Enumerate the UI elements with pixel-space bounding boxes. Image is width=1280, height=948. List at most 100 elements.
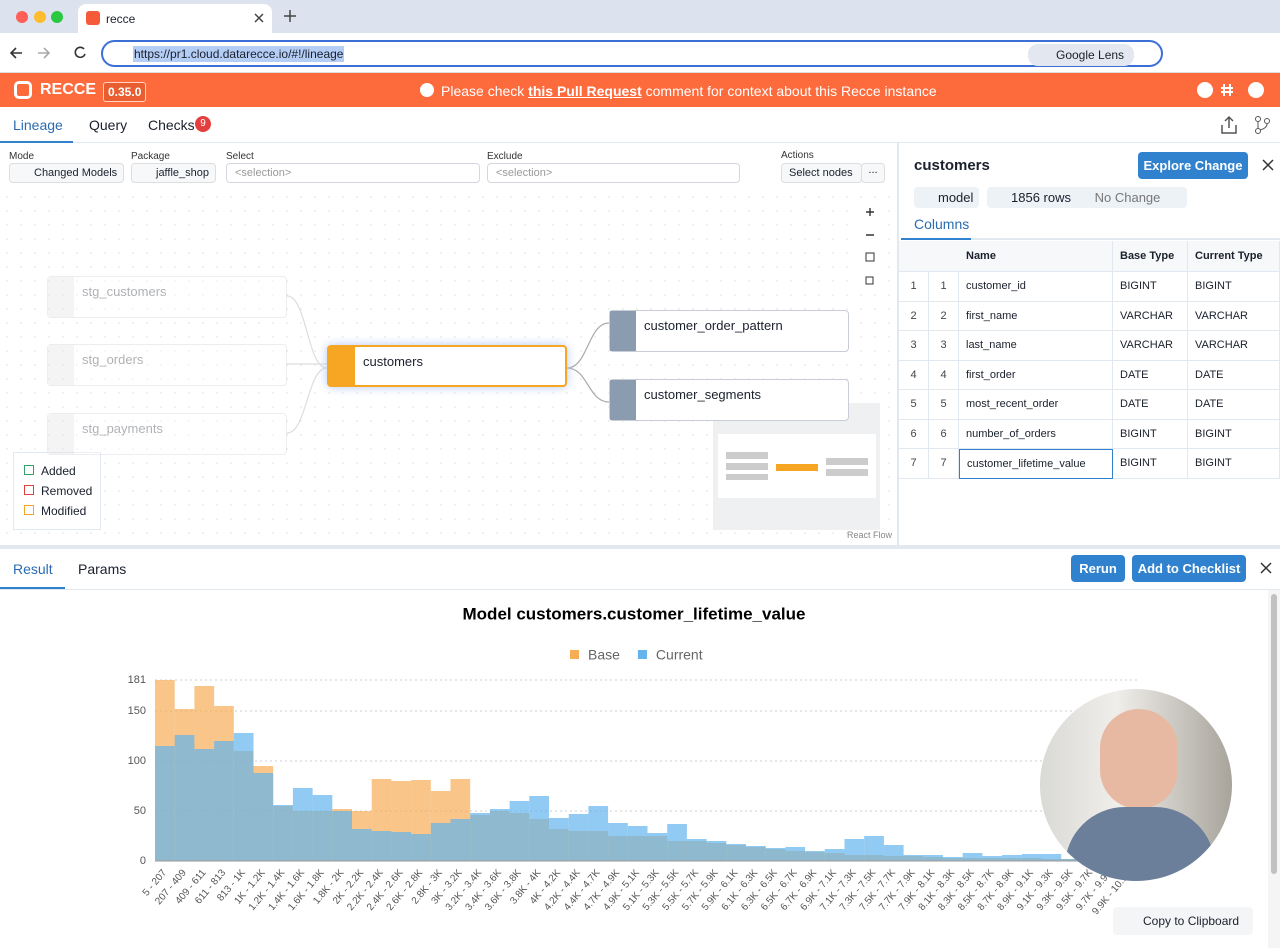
bar [411, 834, 431, 861]
table-cell[interactable]: first_name [959, 301, 1113, 331]
y-tick-label: 0 [140, 855, 146, 867]
bar [706, 841, 727, 861]
lineage-node[interactable]: customer_segments [609, 379, 849, 421]
legend: Added Removed Modified [13, 452, 101, 530]
table-cell: 1 [929, 272, 959, 302]
rerun-button[interactable]: Rerun [1071, 555, 1125, 582]
copy-button[interactable]: Copy to Clipboard [1113, 907, 1253, 935]
bar [746, 846, 766, 861]
bar [903, 855, 924, 861]
bar [647, 833, 668, 861]
scrollbar[interactable] [1268, 590, 1280, 948]
bar [253, 773, 274, 861]
table-cell[interactable]: most_recent_order [959, 390, 1113, 420]
nav-buttons[interactable] [10, 45, 90, 61]
browser-tab-bar: recce [0, 0, 1280, 33]
y-tick-label: 50 [134, 805, 146, 817]
close-button[interactable] [1262, 159, 1274, 171]
table-cell: BIGINT [1188, 449, 1280, 479]
table-header-bg [899, 241, 1280, 272]
bar [1021, 854, 1042, 861]
tab-close[interactable] [254, 13, 264, 23]
nav-tab[interactable]: Lineage [13, 117, 63, 133]
result-tab[interactable]: Result [13, 561, 53, 577]
select-nodes-button[interactable]: Select nodes [781, 163, 862, 183]
table-cell[interactable]: customer_lifetime_value [959, 449, 1113, 479]
node-label: customers [363, 354, 423, 369]
browser-tab[interactable]: recce [78, 4, 272, 33]
lineage-node[interactable]: stg_orders [47, 344, 287, 386]
mode-select[interactable]: Changed Models [9, 163, 125, 183]
table-cell: 4 [929, 360, 959, 390]
table-cell: VARCHAR [1113, 301, 1188, 331]
package-select[interactable]: jaffle_shop [131, 163, 217, 183]
bar [627, 826, 648, 861]
address-bar[interactable]: https://pr1.cloud.datarecce.io/#!/lineag… [101, 40, 1163, 67]
table-cell: 3 [929, 331, 959, 361]
histogram: Model customers.customer_lifetime_value B… [128, 604, 1140, 917]
nav-tab[interactable]: Query [89, 117, 128, 133]
logo [14, 81, 32, 99]
add-to-checklist-button[interactable]: Add to Checklist [1132, 555, 1246, 582]
table-cell[interactable]: number_of_orders [959, 419, 1113, 449]
nav-tab[interactable]: Checks [148, 117, 195, 133]
table-cell: DATE [1188, 360, 1280, 390]
bar [391, 832, 412, 861]
bar [174, 735, 195, 861]
columns-tab[interactable]: Columns [914, 216, 970, 232]
bar [962, 853, 983, 861]
lineage-canvas[interactable]: Added Removed Modified React Flow stg_cu… [0, 190, 897, 545]
explore-change-button[interactable]: Explore Change [1138, 152, 1248, 179]
table-cell: 4 [899, 360, 929, 390]
app-header: RECCE 0.35.0 Please check this Pull Requ… [0, 73, 1280, 107]
row-count-tag: 1856 rows No Change [987, 187, 1187, 208]
node-panel: customers Explore Change model 1856 rows… [897, 143, 1280, 545]
close-button[interactable] [1260, 562, 1272, 574]
nav-bar: Lineage Query Checks 9 [0, 107, 1280, 143]
bar [352, 829, 372, 861]
table-cell[interactable]: customer_id [959, 272, 1113, 302]
table-cell[interactable]: first_order [959, 360, 1113, 390]
exclude-input[interactable]: <selection> [487, 163, 740, 183]
new-tab[interactable] [284, 10, 296, 22]
node-label: customer_segments [644, 387, 762, 402]
bar [864, 836, 884, 861]
google-lens[interactable]: Google Lens [1028, 44, 1135, 66]
select-input[interactable]: <selection> [226, 163, 480, 183]
legend-label: Removed [41, 484, 93, 498]
bar [214, 741, 234, 861]
bar [194, 749, 215, 861]
more-button[interactable]: ... [861, 163, 885, 183]
bar [1041, 854, 1062, 861]
active-tab-underline [0, 107, 73, 143]
table-cell: 6 [899, 419, 929, 449]
bar [568, 814, 589, 861]
bar [765, 848, 786, 861]
lineage-node[interactable]: stg_payments [47, 413, 287, 455]
bar [824, 849, 845, 861]
table-cell: 7 [899, 449, 929, 479]
pull-request-link[interactable]: this Pull Request [528, 83, 642, 99]
bar [233, 733, 254, 861]
y-tick-label: 181 [128, 674, 146, 686]
lineage-node[interactable]: customers [327, 345, 567, 387]
edges [286, 202, 880, 434]
bar [549, 818, 569, 861]
legend-label: Current [656, 647, 703, 663]
bar [943, 857, 963, 861]
checks-badge: 9 [195, 116, 211, 132]
table-cell: BIGINT [1188, 272, 1280, 302]
share-icons[interactable] [1220, 115, 1272, 135]
lineage-node[interactable]: customer_order_pattern [609, 310, 849, 352]
node-label: stg_payments [82, 421, 163, 436]
header-icons[interactable] [1196, 81, 1268, 99]
result-bar: Result Params Rerun Add to Checklist [0, 549, 1280, 590]
table-cell[interactable]: last_name [959, 331, 1113, 361]
result-tab[interactable]: Params [78, 561, 127, 577]
chart-title: Model customers.customer_lifetime_value [463, 604, 806, 623]
minimap[interactable] [713, 403, 880, 530]
label: Select [226, 151, 254, 162]
bar [273, 805, 293, 861]
splitter[interactable] [0, 545, 1280, 549]
lineage-node[interactable]: stg_customers [47, 276, 287, 318]
